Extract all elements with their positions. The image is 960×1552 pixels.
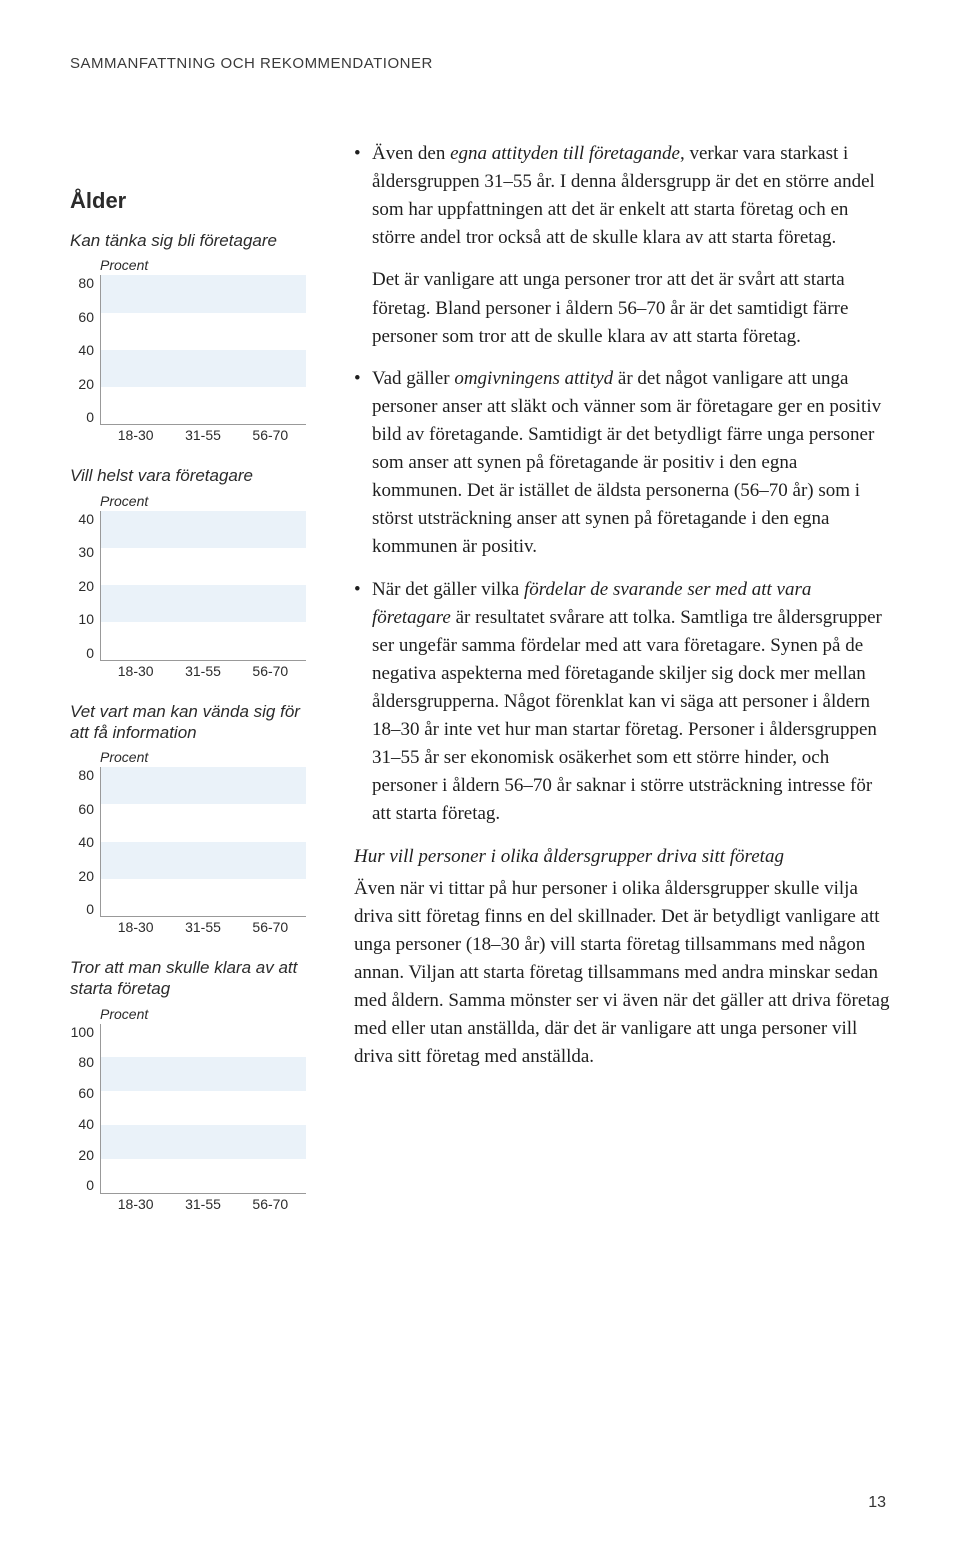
bar-value-label: 82 <box>109 1175 164 1191</box>
y-tick-label: 20 <box>70 1147 94 1163</box>
sidebar-charts: Ålder Kan tänka sig bli företagare Procen… <box>70 140 306 1234</box>
chart-block: Tror att man skulle klara av att starta … <box>70 957 306 1212</box>
bullet-item: •När det gäller vilka fördelar de svaran… <box>354 576 890 829</box>
chart-plot-area: 68 52 24 <box>100 275 306 425</box>
page-number: 13 <box>868 1494 886 1512</box>
bullet-text: Det är vanligare att unga personer tror … <box>372 266 890 350</box>
chart-plot-area: 82 85 68 <box>100 1024 306 1194</box>
bar-value-label: 62 <box>176 898 231 914</box>
bar-value-label: 68 <box>109 406 164 422</box>
bullet-item: •Vad gäller omgivningens attityd är det … <box>354 365 890 562</box>
bullet-dot-icon: • <box>354 365 372 562</box>
y-tick-label: 100 <box>70 1024 94 1040</box>
chart-gridbands <box>101 511 306 660</box>
bar-value-label: 85 <box>176 1175 231 1191</box>
main-text: •Även den egna attityden till företagand… <box>354 140 890 1234</box>
y-tick-label: 20 <box>70 376 94 392</box>
x-tick-label: 56-70 <box>243 919 298 935</box>
bar-value-label: 35 <box>109 642 164 658</box>
chart-y-axis: 0 20 40 60 80 100 <box>70 1024 100 1194</box>
bullet-text: Även den egna attityden till företagande… <box>372 140 890 252</box>
y-tick-label: 0 <box>70 645 94 661</box>
chart-x-axis: 18-30 31-55 56-70 <box>100 917 306 935</box>
y-tick-label: 60 <box>70 1085 94 1101</box>
x-tick-label: 31-55 <box>175 663 230 679</box>
bullet-text: Vad gäller omgivningens attityd är det n… <box>372 365 890 562</box>
bullet-text: När det gäller vilka fördelar de svarand… <box>372 576 890 829</box>
y-tick-label: 40 <box>70 834 94 850</box>
bullet-dot-icon <box>354 266 372 350</box>
body-paragraph: Även när vi tittar på hur personer i oli… <box>354 875 890 1072</box>
x-tick-label: 18-30 <box>108 919 163 935</box>
chart-title: Kan tänka sig bli företagare <box>70 230 306 251</box>
chart-y-axis-label: Procent <box>100 1006 306 1022</box>
subheading: Hur vill personer i olika åldersgrupper … <box>354 843 890 871</box>
chart-gridbands <box>101 1024 306 1193</box>
chart-y-axis-label: Procent <box>100 749 306 765</box>
y-tick-label: 0 <box>70 901 94 917</box>
bar-value-label: 28 <box>243 642 298 658</box>
chart-y-axis: 0 20 40 60 80 <box>70 275 100 425</box>
y-tick-label: 40 <box>70 511 94 527</box>
chart-block: Kan tänka sig bli företagare Procent 0 20 40… <box>70 230 306 443</box>
y-tick-label: 20 <box>70 578 94 594</box>
x-tick-label: 18-30 <box>108 427 163 443</box>
y-tick-label: 80 <box>70 767 94 783</box>
chart-plot-area: 47 62 57 <box>100 767 306 917</box>
bullet-item: •Även den egna attityden till företagand… <box>354 140 890 252</box>
chart-plot-area: 35 32 28 <box>100 511 306 661</box>
chart-gridbands <box>101 275 306 424</box>
x-tick-label: 18-30 <box>108 663 163 679</box>
chart-y-axis-label: Procent <box>100 493 306 509</box>
bar-value-label: 32 <box>176 642 231 658</box>
y-tick-label: 60 <box>70 309 94 325</box>
chart-title: Tror att man skulle klara av att starta … <box>70 957 306 1000</box>
x-tick-label: 31-55 <box>175 427 230 443</box>
x-tick-label: 56-70 <box>243 1196 298 1212</box>
x-tick-label: 31-55 <box>175 919 230 935</box>
chart-x-axis: 18-30 31-55 56-70 <box>100 425 306 443</box>
x-tick-label: 18-30 <box>108 1196 163 1212</box>
x-tick-label: 56-70 <box>243 663 298 679</box>
bullet-dot-icon: • <box>354 576 372 829</box>
running-head: SAMMANFATTNING OCH REKOMMENDATIONER <box>70 55 890 72</box>
chart-gridbands <box>101 767 306 916</box>
y-tick-label: 40 <box>70 1116 94 1132</box>
bar-value-label: 52 <box>176 406 231 422</box>
age-header: Ålder <box>70 188 306 214</box>
chart-y-axis: 0 10 20 30 40 <box>70 511 100 661</box>
chart-title: Vet vart man kan vända sig för att få in… <box>70 701 306 744</box>
chart-y-axis-label: Procent <box>100 257 306 273</box>
y-tick-label: 0 <box>70 1177 94 1193</box>
bar-value-label: 68 <box>243 1175 298 1191</box>
chart-title: Vill helst vara företagare <box>70 465 306 486</box>
y-tick-label: 80 <box>70 1054 94 1070</box>
chart-y-axis: 0 20 40 60 80 <box>70 767 100 917</box>
y-tick-label: 80 <box>70 275 94 291</box>
y-tick-label: 60 <box>70 801 94 817</box>
y-tick-label: 40 <box>70 342 94 358</box>
y-tick-label: 0 <box>70 409 94 425</box>
x-tick-label: 56-70 <box>243 427 298 443</box>
bar-value-label: 57 <box>243 898 298 914</box>
chart-x-axis: 18-30 31-55 56-70 <box>100 1194 306 1212</box>
bullet-item: Det är vanligare att unga personer tror … <box>354 266 890 350</box>
bar-value-label: 47 <box>109 898 164 914</box>
chart-x-axis: 18-30 31-55 56-70 <box>100 661 306 679</box>
y-tick-label: 30 <box>70 544 94 560</box>
x-tick-label: 31-55 <box>175 1196 230 1212</box>
bullet-dot-icon: • <box>354 140 372 252</box>
y-tick-label: 20 <box>70 868 94 884</box>
y-tick-label: 10 <box>70 611 94 627</box>
chart-block: Vet vart man kan vända sig för att få in… <box>70 701 306 936</box>
bar-value-label: 24 <box>243 406 298 422</box>
chart-block: Vill helst vara företagare Procent 0 10 20 30… <box>70 465 306 678</box>
